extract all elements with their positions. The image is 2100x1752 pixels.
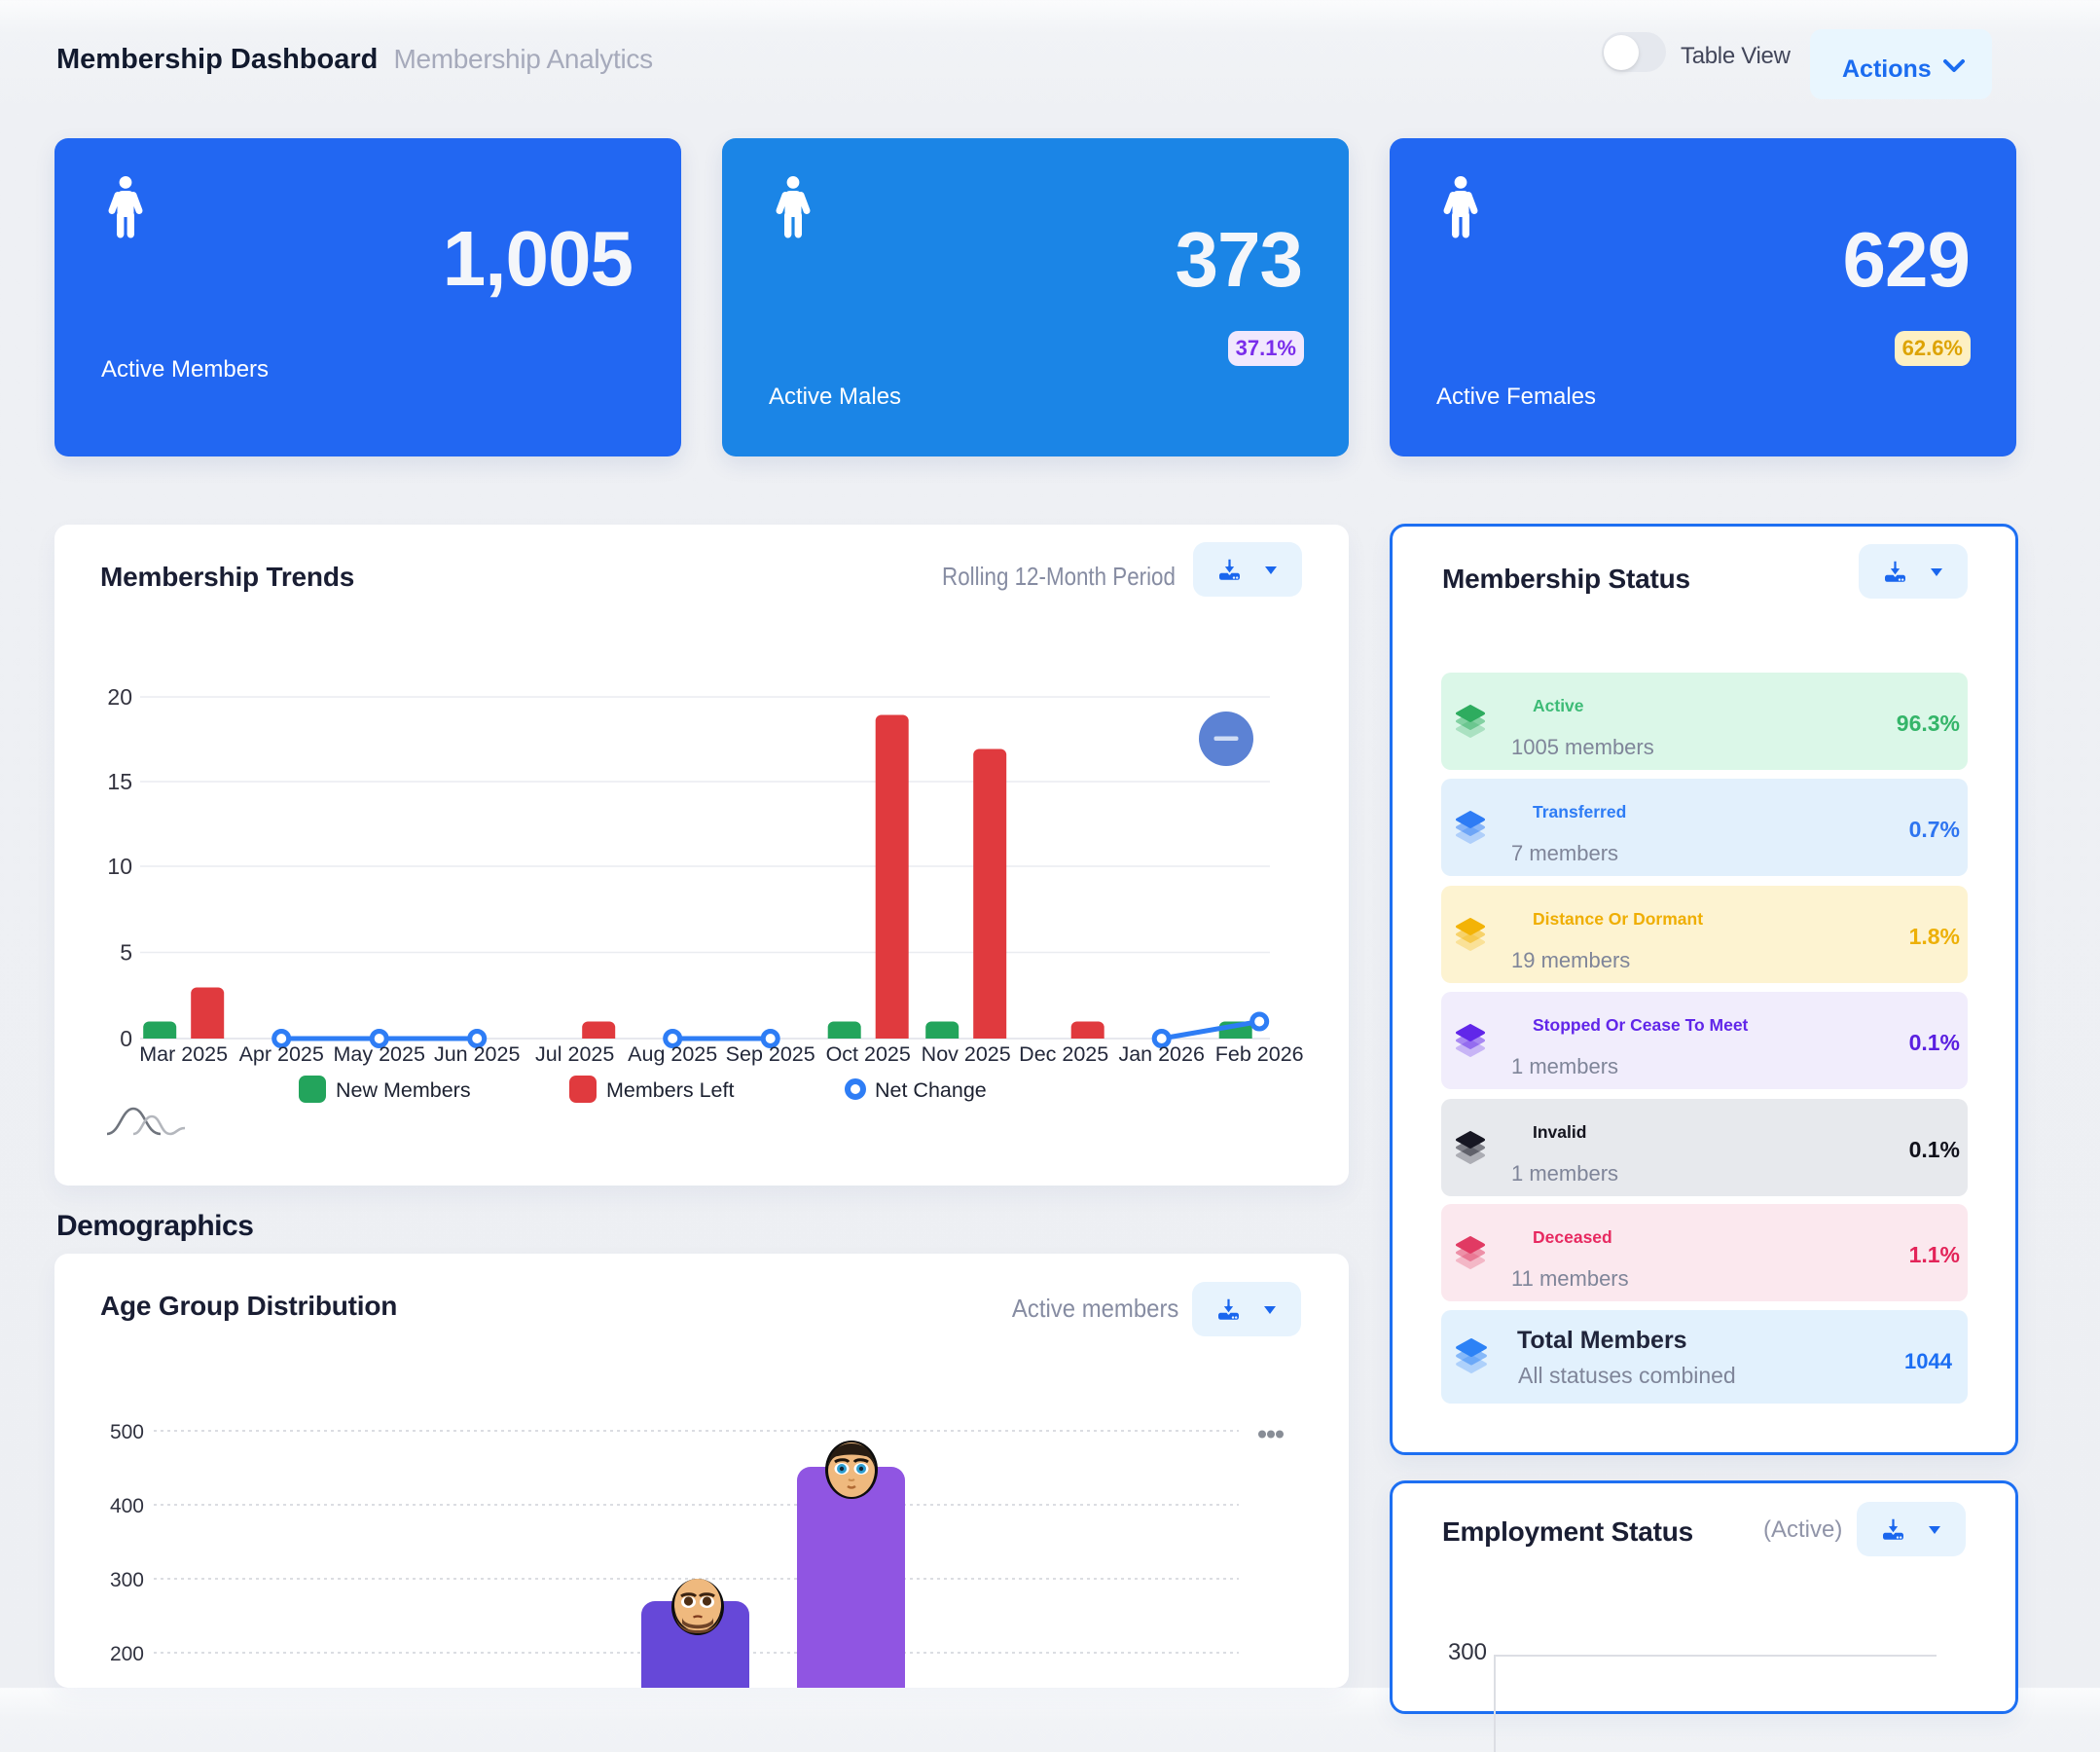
svg-text:Dec 2025: Dec 2025 <box>1019 1042 1108 1066</box>
svg-text:Net Change: Net Change <box>875 1078 987 1102</box>
svg-text:Nov 2025: Nov 2025 <box>922 1042 1011 1066</box>
svg-text:500: 500 <box>110 1421 144 1443</box>
svg-text:May 2025: May 2025 <box>333 1042 424 1066</box>
svg-text:20: 20 <box>107 684 132 710</box>
svg-text:Jul 2025: Jul 2025 <box>535 1042 614 1066</box>
svg-text:New Members: New Members <box>336 1078 471 1102</box>
svg-text:Sep 2025: Sep 2025 <box>726 1042 815 1066</box>
svg-text:300: 300 <box>1448 1639 1487 1665</box>
svg-text:Jan 2026: Jan 2026 <box>1118 1042 1205 1066</box>
svg-text:Aug 2025: Aug 2025 <box>628 1042 717 1066</box>
svg-text:5: 5 <box>120 940 132 966</box>
svg-text:0: 0 <box>120 1026 132 1051</box>
svg-text:Feb 2026: Feb 2026 <box>1215 1042 1304 1066</box>
svg-text:400: 400 <box>110 1495 144 1517</box>
svg-text:Jun 2025: Jun 2025 <box>434 1042 521 1066</box>
svg-text:200: 200 <box>110 1643 144 1665</box>
svg-text:300: 300 <box>110 1569 144 1591</box>
svg-text:15: 15 <box>107 769 132 794</box>
svg-text:Members Left: Members Left <box>606 1078 734 1102</box>
svg-text:Mar 2025: Mar 2025 <box>139 1042 228 1066</box>
svg-text:Apr 2025: Apr 2025 <box>239 1042 324 1066</box>
svg-text:Oct 2025: Oct 2025 <box>826 1042 911 1066</box>
svg-text:10: 10 <box>107 854 132 879</box>
